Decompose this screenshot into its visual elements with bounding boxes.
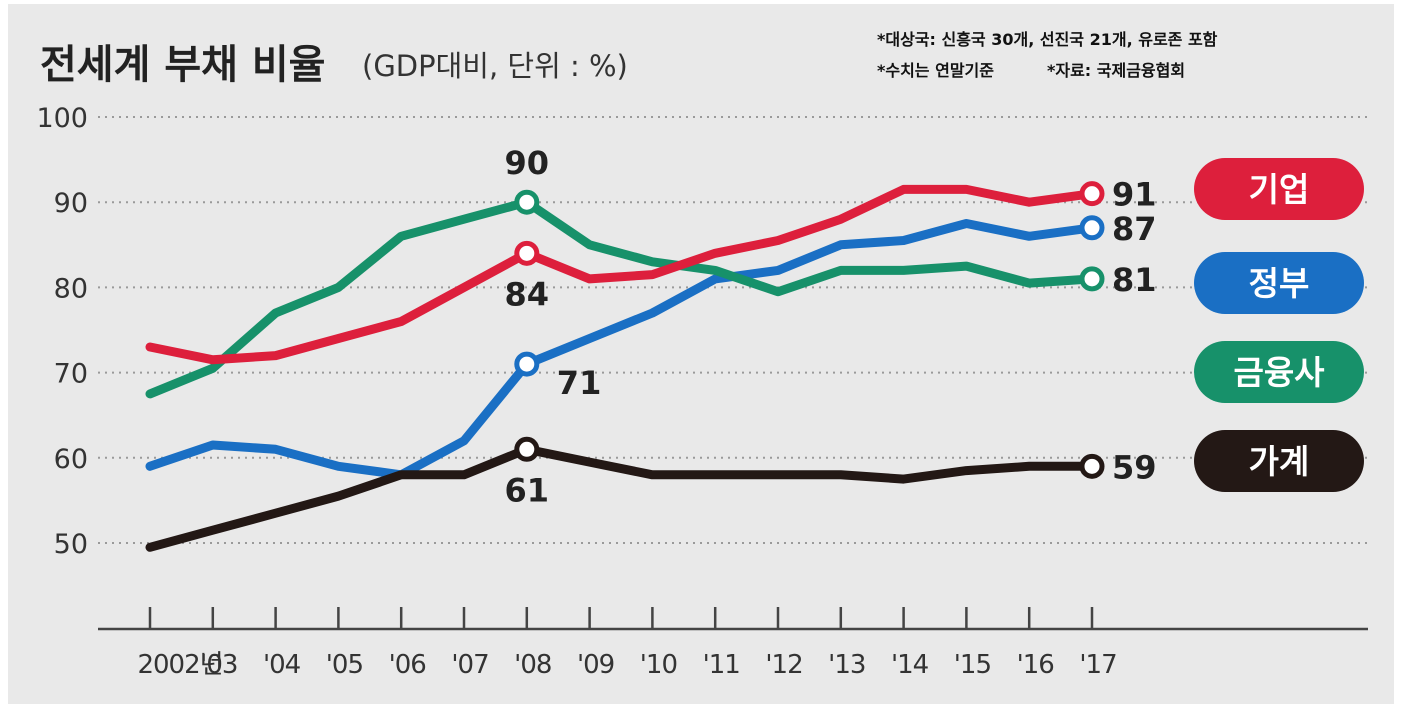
- x-tick-label: 2002년: [137, 650, 222, 680]
- highlight-point: [514, 436, 540, 462]
- data-label: 90: [505, 144, 550, 182]
- highlight-point: [514, 240, 540, 266]
- legend-label: 기업: [1249, 170, 1310, 209]
- x-tick-label: '14: [891, 650, 929, 680]
- series-line-4: [145, 444, 1097, 552]
- highlight-point: [514, 189, 540, 215]
- series-line-2: [145, 219, 1097, 480]
- x-tick-label: '12: [765, 650, 802, 680]
- x-tick-label: '15: [954, 650, 991, 680]
- highlight-point: [1079, 215, 1105, 241]
- note-year-end-basis: *수치는 연말기준: [877, 61, 994, 80]
- x-tick-label: '03: [200, 650, 237, 680]
- y-tick-label: 60: [54, 444, 88, 475]
- gridlines: [98, 116, 1368, 544]
- y-tick-label: 100: [36, 103, 88, 134]
- x-tick-label: '06: [389, 650, 426, 680]
- series-line-3: [145, 197, 1097, 399]
- data-label: 84: [505, 275, 550, 313]
- x-tick-label: '09: [577, 650, 614, 680]
- data-label: 71: [557, 364, 602, 402]
- data-label: 59: [1112, 448, 1157, 486]
- legend-pill: [1194, 341, 1364, 403]
- legend-label: 가계: [1249, 442, 1310, 481]
- x-tick-label: '16: [1017, 650, 1054, 680]
- x-tick-label: '04: [263, 650, 301, 680]
- x-tick-label: '08: [514, 650, 551, 680]
- series-lines: [145, 184, 1097, 552]
- x-tick-label: '13: [828, 650, 865, 680]
- y-axis-ticks: 100 90 80 70 60 50: [36, 103, 88, 560]
- x-tick-label: '10: [640, 650, 677, 680]
- y-tick-label: 80: [54, 273, 88, 304]
- y-tick-label: 70: [54, 359, 88, 390]
- series-line-1: [145, 184, 1097, 365]
- highlight-point: [1079, 266, 1105, 292]
- legend-pill: [1194, 430, 1364, 492]
- highlight-point: [514, 351, 540, 377]
- chart-title: 전세계 부채 비율: [40, 42, 325, 88]
- data-label: 87: [1112, 210, 1157, 248]
- note-target-countries: *대상국: 신흥국 30개, 선진국 21개, 유로존 포함: [877, 30, 1218, 49]
- legend-label: 금융사: [1233, 353, 1325, 392]
- data-label: 61: [505, 471, 550, 509]
- legend-label: 정부: [1249, 264, 1310, 303]
- highlight-point: [1079, 181, 1105, 207]
- x-axis: 2002년'03 '04 '05 '06 '07 '08 '09 '10 '11 '12 '13 '1…: [98, 607, 1368, 680]
- data-label: 81: [1112, 261, 1157, 299]
- x-tick-label: '05: [326, 650, 363, 680]
- x-tick-label: '07: [451, 650, 488, 680]
- y-tick-label: 50: [54, 529, 88, 560]
- legend-pill: [1194, 252, 1364, 314]
- note-source: *자료: 국제금융협회: [1047, 61, 1185, 80]
- data-label: 91: [1112, 176, 1157, 214]
- highlight-point: [1079, 453, 1105, 479]
- x-tick-label: '11: [703, 650, 740, 680]
- chart-background: [8, 4, 1394, 704]
- chart-subtitle: (GDP대비, 단위 : %): [362, 49, 628, 83]
- highlight-markers: 84 91 71 87 90 81 61 59: [505, 144, 1157, 509]
- x-tick-label: '17: [1079, 650, 1116, 680]
- legend-pill: [1194, 158, 1364, 220]
- y-tick-label: 90: [54, 188, 88, 219]
